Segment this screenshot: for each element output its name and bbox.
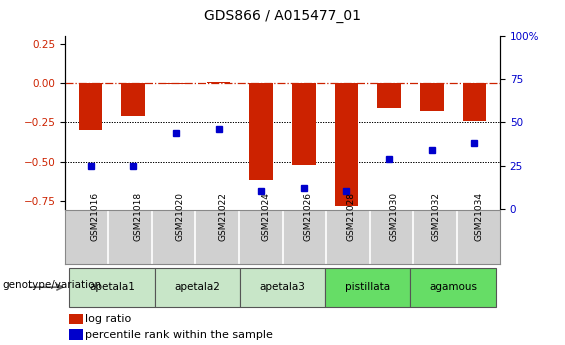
Bar [325,268,410,307]
Text: GSM21024: GSM21024 [261,193,270,241]
Text: GSM21032: GSM21032 [432,193,441,242]
Bar [155,268,240,307]
Text: GSM21028: GSM21028 [346,193,355,242]
Bar [249,83,273,180]
Text: GSM21016: GSM21016 [90,192,99,242]
Bar [69,268,155,307]
Text: GSM21030: GSM21030 [389,192,398,242]
Text: apetala1: apetala1 [89,282,135,292]
Text: GDS866 / A015477_01: GDS866 / A015477_01 [204,9,361,23]
Text: apetala2: apetala2 [174,282,220,292]
Text: log ratio: log ratio [85,314,131,324]
Bar [240,268,325,307]
Bar [207,82,231,83]
Bar [292,83,316,165]
Bar [334,83,358,206]
Text: GSM21022: GSM21022 [219,193,228,241]
Text: agamous: agamous [429,282,477,292]
Text: GSM21026: GSM21026 [304,193,313,242]
Text: GSM21020: GSM21020 [176,193,185,242]
Text: apetala3: apetala3 [259,282,306,292]
Text: percentile rank within the sample: percentile rank within the sample [85,330,272,340]
Bar [377,83,401,108]
Bar [420,83,444,111]
Bar [79,83,102,130]
Text: GSM21018: GSM21018 [133,192,142,242]
Bar [463,83,486,121]
Text: pistillata: pistillata [345,282,390,292]
Bar [410,268,496,307]
Bar [121,83,145,116]
Bar [164,83,188,84]
Text: GSM21034: GSM21034 [475,193,484,242]
Text: genotype/variation: genotype/variation [3,280,102,290]
Bar [69,314,83,324]
Bar [69,329,83,340]
